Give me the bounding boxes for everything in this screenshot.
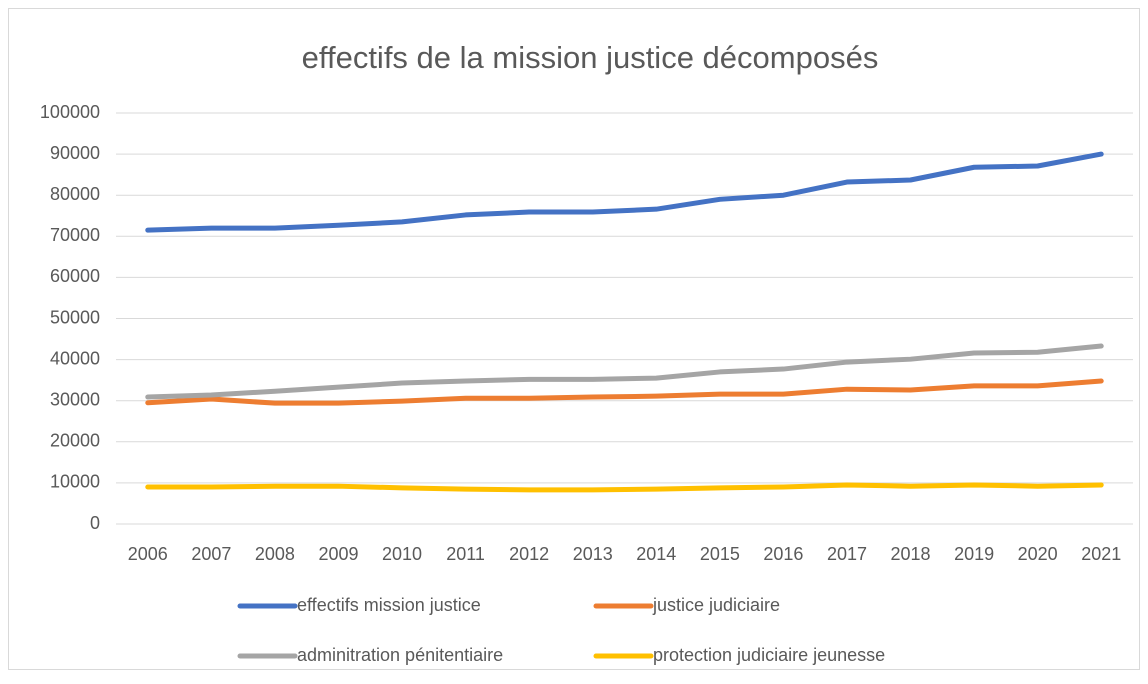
y-tick-label: 0	[90, 513, 100, 533]
x-tick-label: 2016	[763, 544, 803, 564]
legend-label: effectifs mission justice	[297, 595, 481, 615]
x-tick-label: 2013	[573, 544, 613, 564]
y-tick-label: 60000	[50, 266, 100, 286]
x-tick-label: 2017	[827, 544, 867, 564]
y-tick-label: 30000	[50, 389, 100, 409]
x-tick-label: 2015	[700, 544, 740, 564]
x-tick-label: 2009	[318, 544, 358, 564]
legend-label: protection judiciaire jeunesse	[653, 645, 885, 665]
series-line	[145, 343, 1104, 400]
y-tick-label: 70000	[50, 225, 100, 245]
x-tick-label: 2010	[382, 544, 422, 564]
y-tick-label: 20000	[50, 431, 100, 451]
y-tick-label: 10000	[50, 472, 100, 492]
x-tick-label: 2007	[191, 544, 231, 564]
x-tick-label: 2014	[636, 544, 676, 564]
x-tick-label: 2008	[255, 544, 295, 564]
y-tick-label: 40000	[50, 348, 100, 368]
x-tick-label: 2020	[1018, 544, 1058, 564]
series-line	[145, 151, 1104, 233]
series-line	[145, 482, 1104, 493]
x-tick-label: 2012	[509, 544, 549, 564]
y-tick-label: 90000	[50, 143, 100, 163]
y-tick-label: 80000	[50, 184, 100, 204]
x-tick-label: 2019	[954, 544, 994, 564]
legend-label: adminitration pénitentiaire	[297, 645, 503, 665]
x-tick-label: 2011	[446, 544, 485, 564]
y-tick-label: 100000	[40, 102, 100, 122]
x-tick-label: 2021	[1081, 544, 1121, 564]
x-tick-label: 2006	[128, 544, 168, 564]
chart-border	[8, 8, 1140, 670]
x-tick-label: 2018	[891, 544, 931, 564]
series-line	[145, 378, 1104, 406]
y-tick-label: 50000	[50, 307, 100, 327]
legend-label: justice judiciaire	[652, 595, 780, 615]
chart-title: effectifs de la mission justice décompos…	[302, 40, 879, 75]
